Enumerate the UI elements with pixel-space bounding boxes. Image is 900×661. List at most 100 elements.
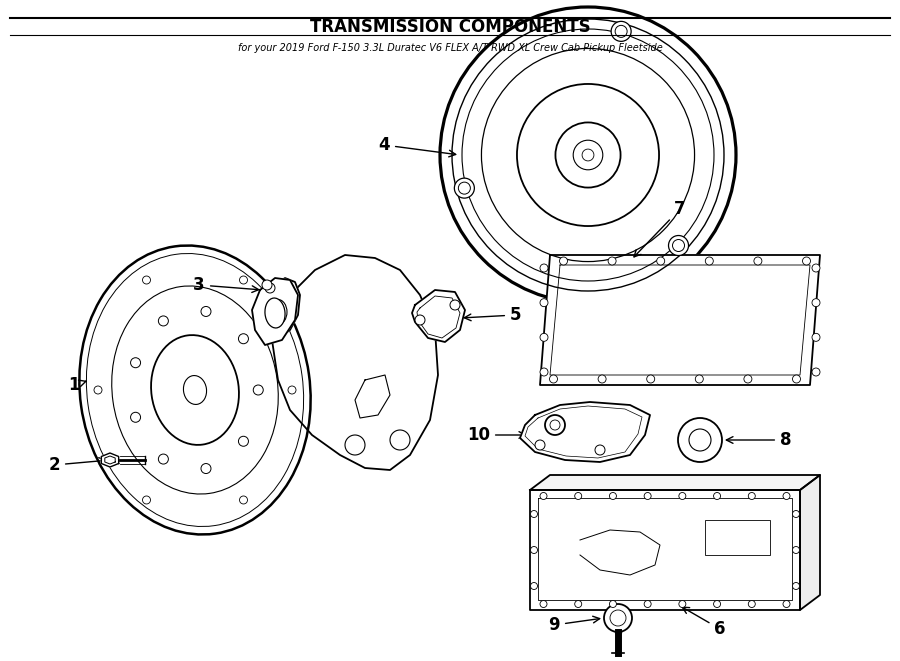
Polygon shape <box>412 290 465 342</box>
Circle shape <box>748 600 755 607</box>
Text: for your 2019 Ford F-150 3.3L Duratec V6 FLEX A/T RWD XL Crew Cab Pickup Fleetsi: for your 2019 Ford F-150 3.3L Duratec V6… <box>238 43 662 53</box>
Polygon shape <box>800 475 820 610</box>
Circle shape <box>545 415 565 435</box>
Circle shape <box>812 368 820 376</box>
Circle shape <box>201 307 211 317</box>
Polygon shape <box>520 402 650 462</box>
Polygon shape <box>252 278 298 345</box>
Circle shape <box>793 510 799 518</box>
Circle shape <box>604 604 632 632</box>
Circle shape <box>689 429 711 451</box>
Ellipse shape <box>265 298 285 328</box>
Circle shape <box>595 445 605 455</box>
Circle shape <box>575 492 581 500</box>
Circle shape <box>540 368 548 376</box>
Circle shape <box>608 257 617 265</box>
Circle shape <box>748 492 755 500</box>
Circle shape <box>803 257 811 265</box>
Circle shape <box>454 178 474 198</box>
Circle shape <box>744 375 752 383</box>
Circle shape <box>201 463 211 473</box>
Circle shape <box>812 333 820 341</box>
Text: TRANSMISSION COMPONENTS: TRANSMISSION COMPONENTS <box>310 18 590 36</box>
Circle shape <box>706 257 714 265</box>
Polygon shape <box>530 490 800 610</box>
Text: 7: 7 <box>634 200 686 257</box>
Circle shape <box>647 375 654 383</box>
Circle shape <box>265 283 275 293</box>
Circle shape <box>714 492 721 500</box>
Circle shape <box>812 299 820 307</box>
Ellipse shape <box>79 245 310 535</box>
Text: 1: 1 <box>68 376 86 394</box>
Circle shape <box>415 315 425 325</box>
Circle shape <box>644 600 651 607</box>
Circle shape <box>530 510 537 518</box>
Circle shape <box>130 358 140 368</box>
Circle shape <box>575 600 581 607</box>
Circle shape <box>158 316 168 326</box>
Circle shape <box>573 140 603 170</box>
Ellipse shape <box>184 375 207 405</box>
Circle shape <box>238 334 248 344</box>
Ellipse shape <box>269 299 287 325</box>
Text: 3: 3 <box>194 276 258 294</box>
Circle shape <box>288 386 296 394</box>
Circle shape <box>812 264 820 272</box>
Polygon shape <box>272 255 438 470</box>
Text: 6: 6 <box>682 607 725 638</box>
Circle shape <box>130 412 140 422</box>
Circle shape <box>262 280 272 290</box>
Text: 8: 8 <box>726 431 791 449</box>
Text: 9: 9 <box>548 616 599 634</box>
Circle shape <box>530 547 537 553</box>
Circle shape <box>550 375 557 383</box>
Polygon shape <box>540 255 820 385</box>
Circle shape <box>657 257 665 265</box>
Circle shape <box>793 547 799 553</box>
Circle shape <box>560 257 568 265</box>
Circle shape <box>793 375 800 383</box>
Circle shape <box>345 435 365 455</box>
Circle shape <box>540 264 548 272</box>
Circle shape <box>582 149 594 161</box>
Circle shape <box>679 600 686 607</box>
Circle shape <box>540 333 548 341</box>
Circle shape <box>253 385 263 395</box>
Polygon shape <box>255 278 300 338</box>
Circle shape <box>669 235 689 256</box>
Circle shape <box>540 492 547 500</box>
Circle shape <box>696 375 703 383</box>
Polygon shape <box>530 475 820 490</box>
Circle shape <box>530 582 537 590</box>
Circle shape <box>158 454 168 464</box>
Circle shape <box>535 440 545 450</box>
Polygon shape <box>102 453 119 467</box>
Circle shape <box>644 492 651 500</box>
Circle shape <box>450 300 460 310</box>
Circle shape <box>540 299 548 307</box>
Text: 10: 10 <box>467 426 526 444</box>
Text: 5: 5 <box>464 306 521 324</box>
Circle shape <box>714 600 721 607</box>
Text: 4: 4 <box>378 136 455 157</box>
Circle shape <box>783 492 790 500</box>
Circle shape <box>94 386 102 394</box>
Bar <box>705 520 770 555</box>
Circle shape <box>783 600 790 607</box>
Circle shape <box>390 430 410 450</box>
Circle shape <box>598 375 606 383</box>
Circle shape <box>555 122 621 188</box>
Circle shape <box>793 582 799 590</box>
Circle shape <box>679 492 686 500</box>
Circle shape <box>678 418 722 462</box>
Circle shape <box>609 600 617 607</box>
Circle shape <box>239 496 248 504</box>
Circle shape <box>239 276 248 284</box>
Circle shape <box>238 436 248 446</box>
Circle shape <box>142 276 150 284</box>
Polygon shape <box>580 530 660 575</box>
Circle shape <box>440 7 736 303</box>
Circle shape <box>611 21 631 42</box>
Circle shape <box>540 600 547 607</box>
